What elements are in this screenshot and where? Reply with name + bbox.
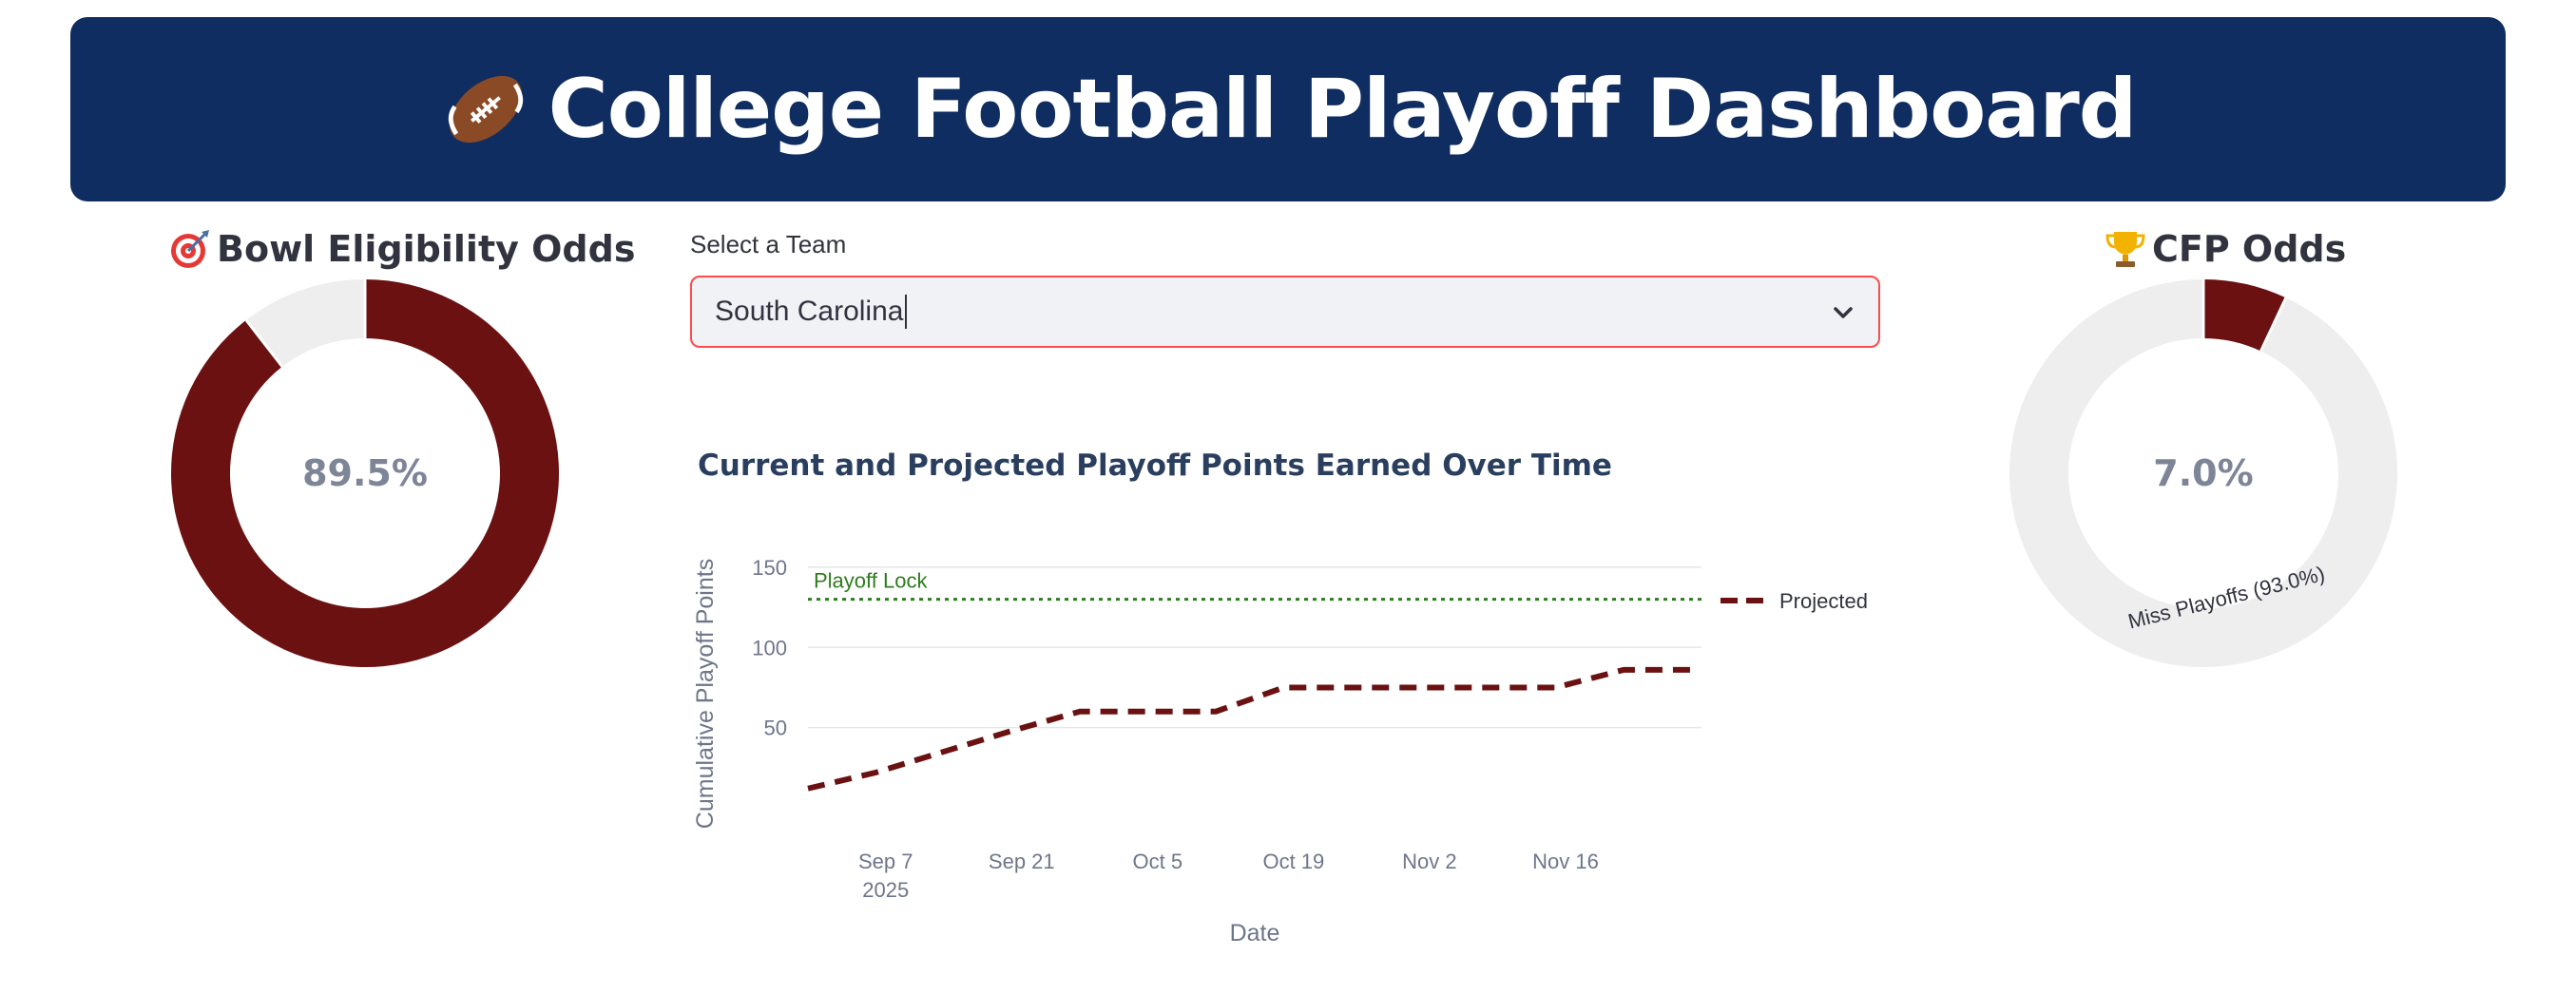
cfp-odds-donut[interactable]: Miss Playoffs (93.0%) 7.0% <box>2009 279 2397 667</box>
cfp-odds-remainder-slice[interactable] <box>2009 279 2397 667</box>
y-tick-label: 100 <box>752 636 787 659</box>
playoff-lock-label: Playoff Lock <box>814 569 928 593</box>
x-tick-label: Nov 2 <box>1402 850 1456 873</box>
x-tick-label: Oct 19 <box>1262 850 1324 873</box>
team-select[interactable]: South Carolina <box>690 276 1880 348</box>
x-tick-label: Oct 5 <box>1133 850 1183 873</box>
legend-label[interactable]: Projected <box>1779 589 1868 613</box>
chart-title: Current and Projected Playoff Points Ear… <box>698 449 1612 483</box>
chevron-down-icon[interactable] <box>1829 298 1857 327</box>
cfp-odds-value-slice[interactable] <box>2203 279 2286 352</box>
y-tick-label: 150 <box>752 556 787 580</box>
team-select-value: South Carolina <box>715 296 904 327</box>
x-tick-label: Sep 21 <box>989 850 1055 873</box>
cfp-odds-title: CFP Odds <box>2152 228 2347 270</box>
bowl-odds-remainder-slice[interactable] <box>245 279 365 367</box>
team-select-label: Select a Team <box>690 230 847 258</box>
x-tick-label: Sep 7 <box>858 850 913 873</box>
trophy-icon <box>2105 232 2145 267</box>
football-icon <box>448 75 523 143</box>
y-tick-label: 50 <box>764 717 787 740</box>
cfp-odds-title-row: CFP Odds <box>2105 228 2346 270</box>
bowl-odds-value-slice[interactable] <box>170 279 560 667</box>
bowl-odds-title-row: Bowl Eligibility Odds <box>169 228 635 270</box>
x-tick-label: Nov 16 <box>1532 850 1599 873</box>
text-cursor <box>905 295 908 329</box>
y-axis-title: Cumulative Playoff Points <box>692 559 719 829</box>
page-title: College Football Playoff Dashboard <box>548 62 2138 157</box>
target-icon <box>171 230 209 268</box>
bowl-odds-donut[interactable]: 89.5% <box>170 279 560 667</box>
bowl-odds-title: Bowl Eligibility Odds <box>217 228 636 270</box>
x-axis-title: Date <box>1230 920 1280 941</box>
playoff-points-chart: 50 100 150 Sep 7 2025 Sep 21 Oct 5 Oct 19 Nov 2 N… <box>692 556 1868 941</box>
projected-series-line[interactable] <box>807 666 1692 792</box>
dashboard-header: College Football Playoff Dashboard <box>70 17 2506 201</box>
x-tick-year-label: 2025 <box>862 878 909 902</box>
